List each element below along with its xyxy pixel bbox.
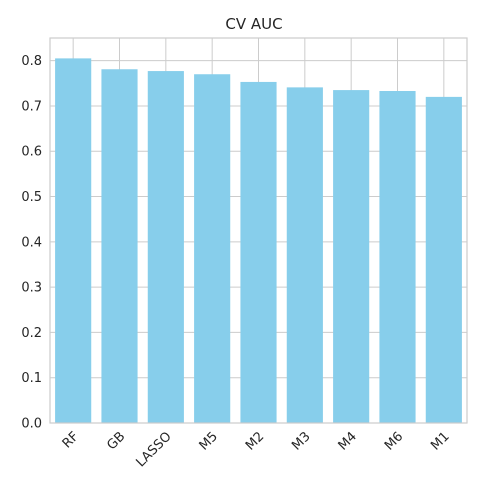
- bar-gb: [101, 69, 138, 424]
- plot-frame: [49, 37, 468, 424]
- y-tick-label: 0.2: [21, 326, 42, 341]
- y-tick-labels: 0.0 0.1 0.2 0.3 0.4 0.5 0.6 0.7 0.8: [21, 54, 42, 431]
- bar-lasso: [147, 71, 184, 424]
- bar-m3: [286, 87, 323, 423]
- bar-m4: [333, 90, 370, 424]
- chart-title: CV AUC: [225, 15, 282, 33]
- y-tick-label: 0.0: [21, 417, 42, 432]
- bar-m2: [240, 81, 277, 423]
- y-tick-label: 0.1: [21, 371, 42, 386]
- y-tick-label: 0.3: [21, 281, 42, 296]
- y-tick-label: 0.8: [21, 54, 42, 69]
- y-tick-label: 0.6: [21, 145, 42, 160]
- y-tick-label: 0.7: [21, 99, 42, 114]
- y-tick-label: 0.4: [21, 235, 42, 250]
- bar-rf: [55, 58, 92, 423]
- bars: [55, 58, 462, 424]
- bar-m1: [425, 96, 462, 423]
- bar-m5: [194, 74, 231, 423]
- y-tick-label: 0.5: [21, 190, 42, 205]
- bar-m6: [379, 90, 416, 424]
